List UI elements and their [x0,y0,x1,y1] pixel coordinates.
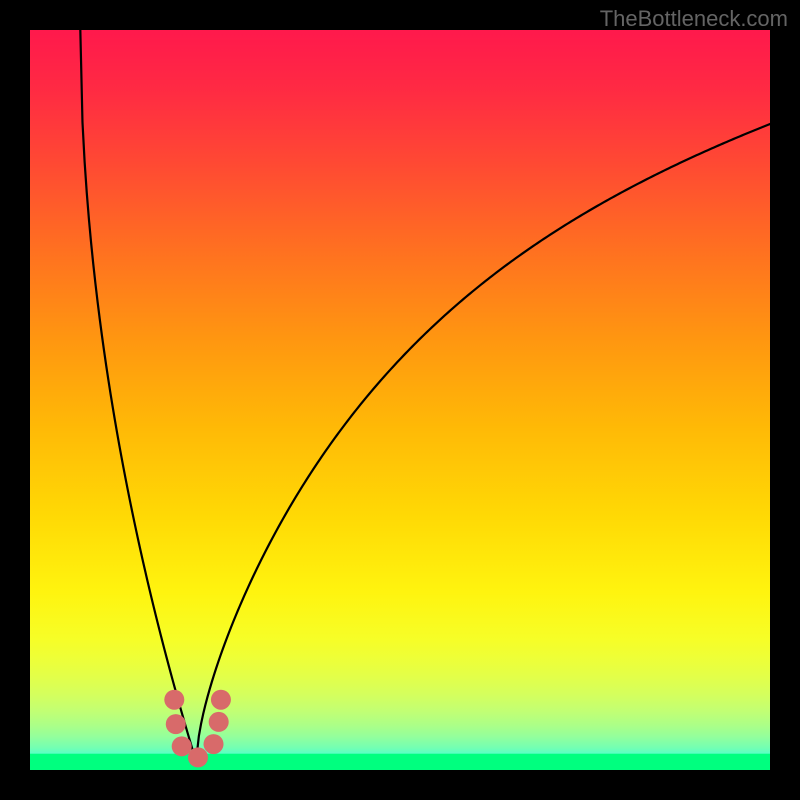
watermark-text: TheBottleneck.com [600,6,788,32]
gradient-background [30,30,770,770]
marker-dot [204,734,224,754]
marker-dot [211,690,231,710]
marker-dot [164,690,184,710]
green-band [30,754,770,770]
marker-dot [209,712,229,732]
plot-area [30,30,770,770]
marker-dot [172,736,192,756]
chart-svg [30,30,770,770]
outer-frame: TheBottleneck.com [0,0,800,800]
marker-dot [166,714,186,734]
marker-dot [188,747,208,767]
